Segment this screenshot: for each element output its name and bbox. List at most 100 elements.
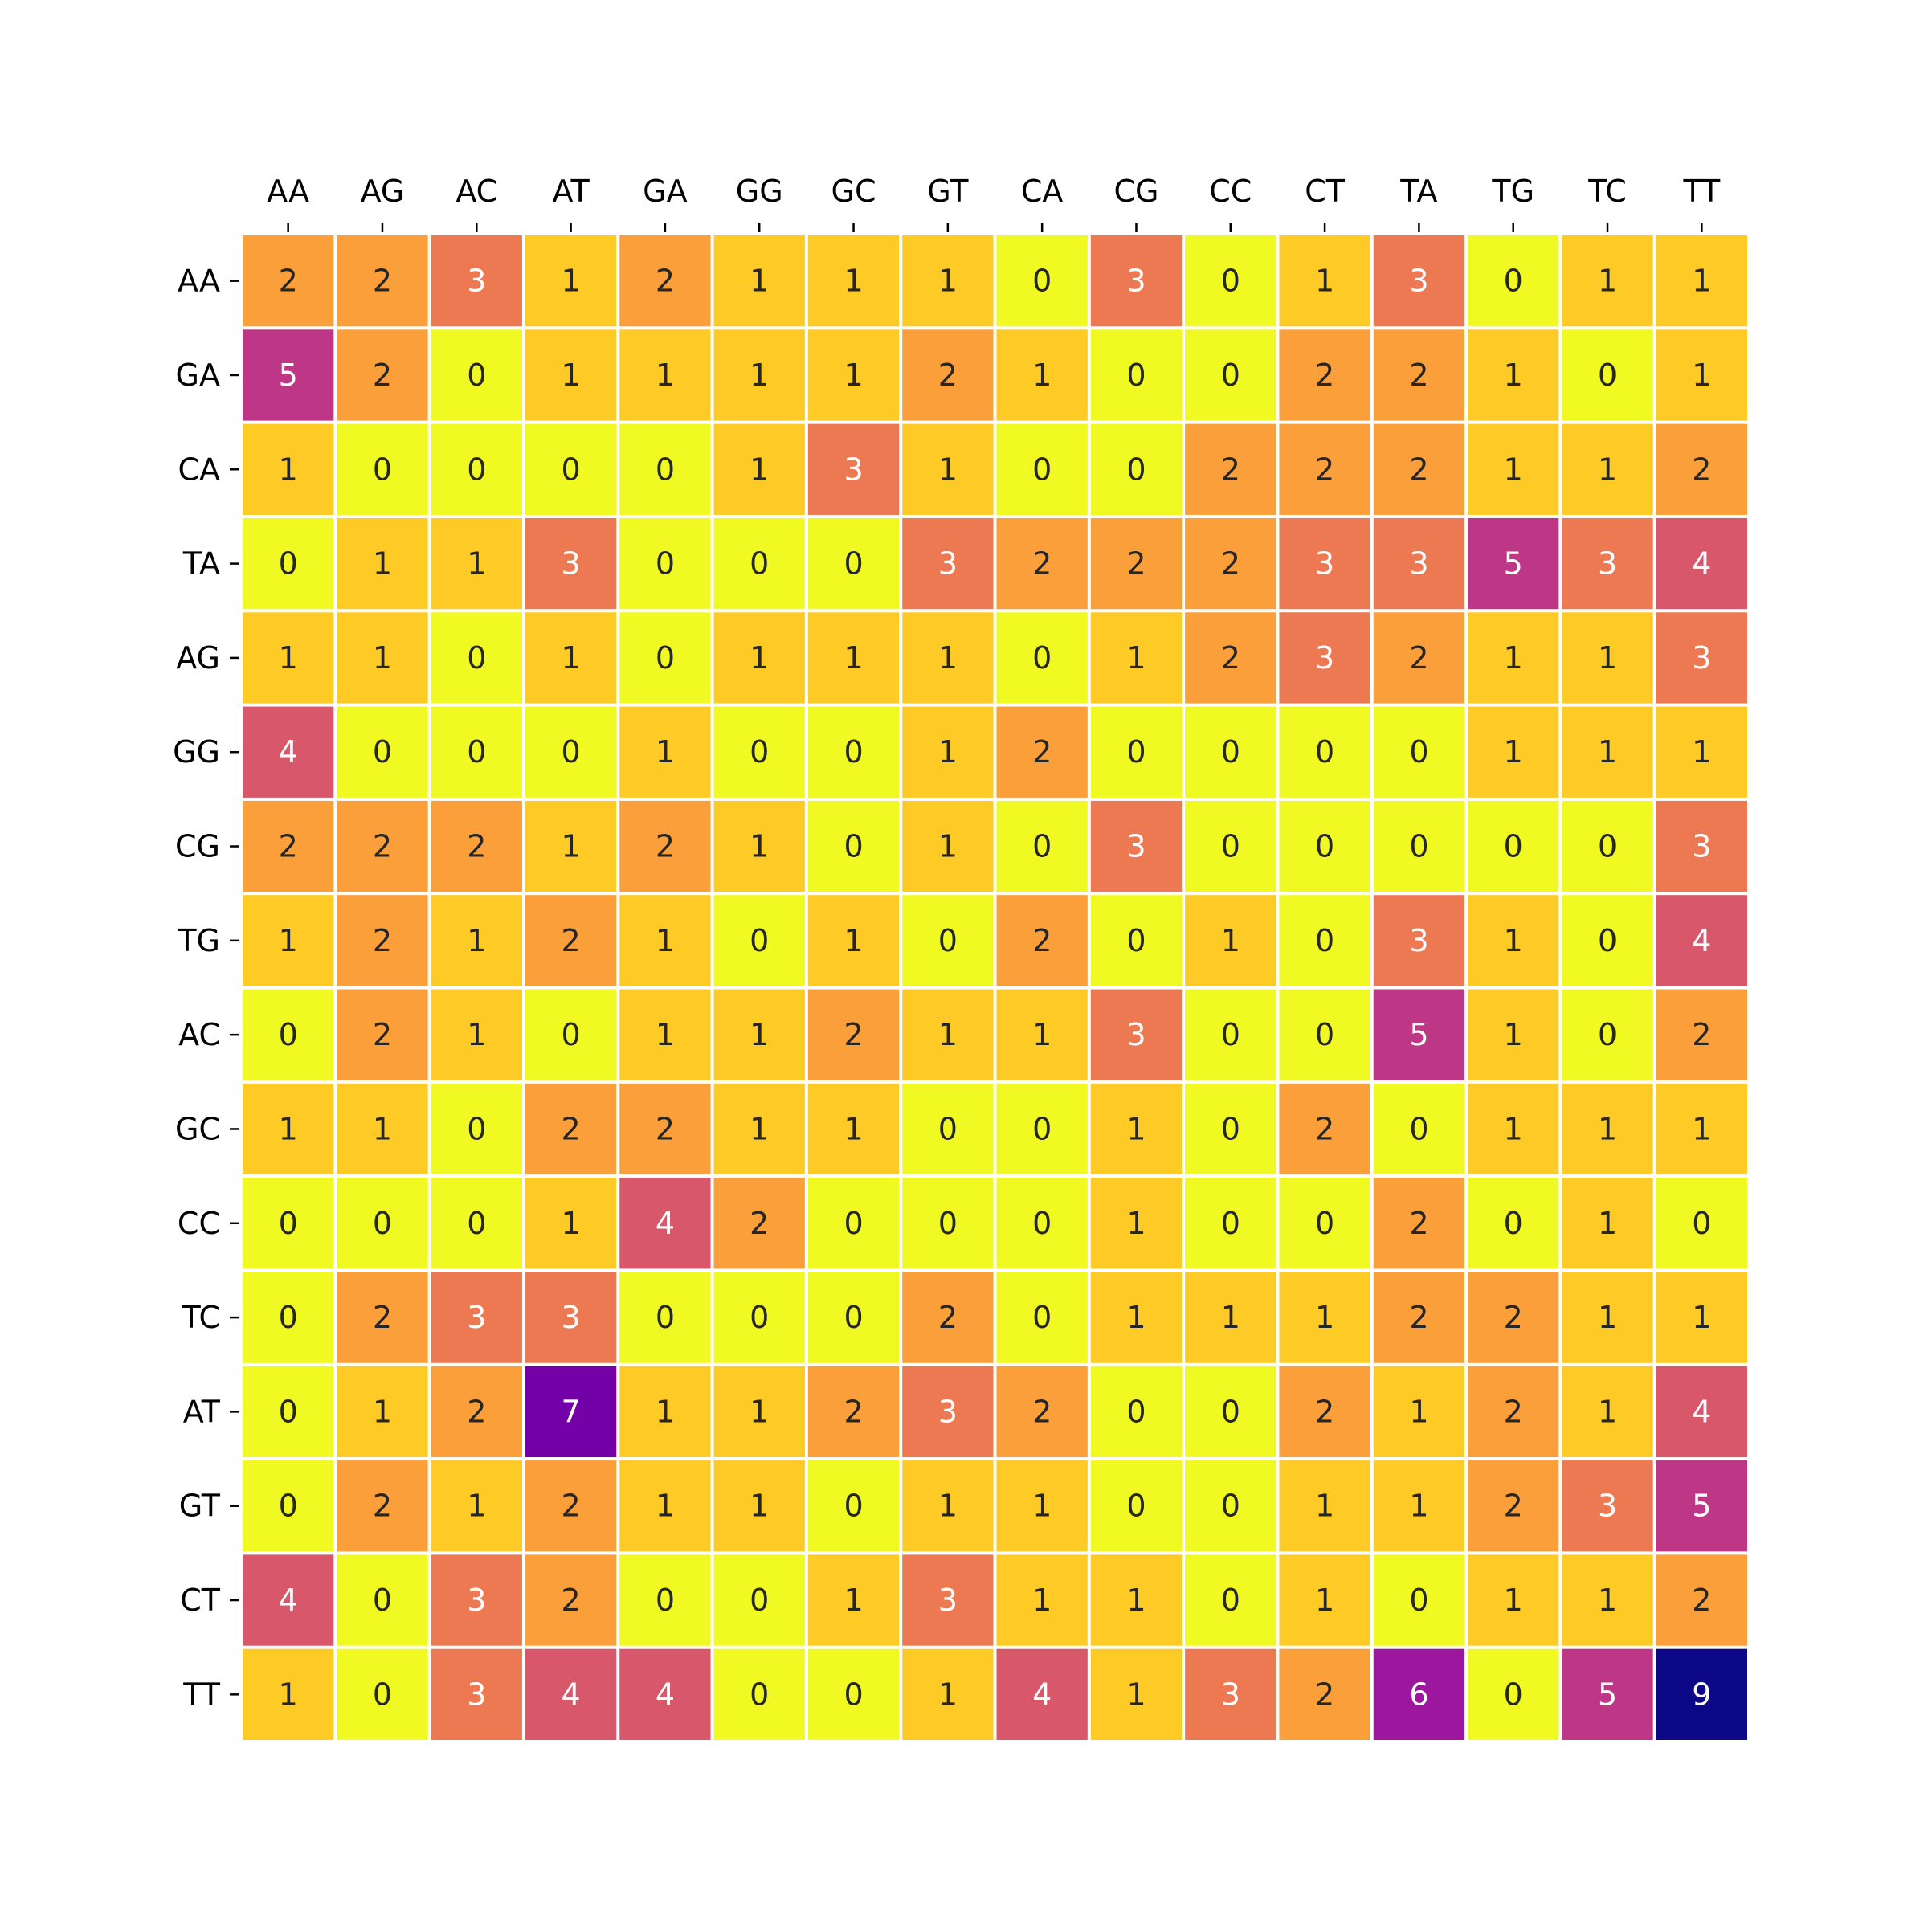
cell-value-label: 0 [1315, 923, 1334, 958]
cell-value-label: 0 [373, 1583, 392, 1618]
x-tick-label: AC [455, 174, 497, 209]
cell-value-label: 0 [750, 923, 769, 958]
cell-value-label: 2 [1504, 1300, 1523, 1335]
heatmap-cell [243, 895, 334, 986]
y-tick-label: AT [183, 1394, 221, 1429]
cell-value-label: 1 [1126, 640, 1146, 676]
cell-value-label: 0 [1409, 829, 1428, 864]
heatmap-cell [996, 706, 1088, 798]
heatmap-cell [807, 423, 900, 515]
cell-value-label: 2 [1692, 451, 1711, 487]
cell-value-label: 0 [467, 451, 486, 487]
heatmap-cell [713, 1083, 805, 1175]
heatmap-cell [619, 612, 711, 704]
cell-value-label: 0 [1221, 1017, 1240, 1052]
cell-value-label: 4 [1692, 1394, 1711, 1429]
cell-value-label: 1 [1126, 1206, 1146, 1241]
heatmap-cell [1279, 517, 1370, 610]
heatmap-cell [1468, 423, 1559, 515]
cell-value-label: 2 [656, 1111, 675, 1146]
heatmap-cell [525, 1083, 617, 1175]
cell-value-label: 0 [1598, 829, 1617, 864]
heatmap-cell [337, 329, 428, 421]
cell-value-label: 1 [1315, 1300, 1334, 1335]
heatmap-cell [619, 1272, 711, 1363]
heatmap-cell [807, 1083, 900, 1175]
cell-value-label: 0 [467, 1111, 486, 1146]
heatmap-cell [243, 989, 334, 1080]
heatmap-cell [1656, 612, 1747, 704]
heatmap-cell [1468, 612, 1559, 704]
heatmap-cell [431, 1648, 522, 1740]
heatmap-cell [619, 1460, 711, 1552]
cell-value-label: 3 [1692, 640, 1711, 676]
heatmap-cell [619, 235, 711, 327]
heatmap-cell [337, 706, 428, 798]
heatmap-cell [1373, 1272, 1465, 1363]
cell-value-label: 0 [1504, 263, 1523, 299]
heatmap-cell [525, 612, 617, 704]
cell-value-label: 1 [1315, 1583, 1334, 1618]
cell-value-label: 2 [562, 923, 581, 958]
cell-value-label: 0 [1126, 1489, 1146, 1524]
heatmap-cell [1468, 989, 1559, 1080]
cell-value-label: 1 [373, 1111, 392, 1146]
cell-value-label: 3 [938, 546, 958, 582]
cell-value-label: 2 [1409, 1300, 1428, 1335]
heatmap-cell [243, 1554, 334, 1646]
heatmap-cell [996, 1554, 1088, 1646]
cell-value-label: 1 [1221, 1300, 1240, 1335]
cell-value-label: 3 [1315, 546, 1334, 582]
heatmap-cell [243, 235, 334, 327]
cell-value-label: 1 [1504, 734, 1523, 770]
heatmap-cell [713, 612, 805, 704]
heatmap-cell [1373, 895, 1465, 986]
cell-value-label: 0 [1126, 451, 1146, 487]
cell-value-label: 4 [1692, 546, 1711, 582]
heatmap-cell [996, 800, 1088, 892]
cell-value-label: 1 [1692, 1300, 1711, 1335]
heatmap-cell [1373, 989, 1465, 1080]
cell-value-label: 2 [1692, 1017, 1711, 1052]
heatmap-cell [713, 706, 805, 798]
cell-value-label: 0 [467, 734, 486, 770]
x-axis: AA AG AC AT GA GG GC GT CA CG CC CT TA TG TC TT [267, 174, 1721, 232]
heatmap-cell [1373, 612, 1465, 704]
heatmap-cell [1185, 1083, 1276, 1175]
heatmap-cell [713, 1554, 805, 1646]
heatmap-cell [902, 1366, 994, 1458]
heatmap-cell [807, 235, 900, 327]
cell-value-label: 0 [750, 1583, 769, 1618]
heatmap-cell [1562, 235, 1653, 327]
heatmap-cell [1562, 612, 1653, 704]
y-tick-label: CC [178, 1206, 220, 1241]
heatmap-cell [713, 329, 805, 421]
cell-value-label: 0 [1315, 734, 1334, 770]
heatmap-cell [525, 989, 617, 1080]
heatmap-cell [1468, 1178, 1559, 1269]
cell-value-label: 0 [656, 1583, 675, 1618]
cell-value-label: 0 [1221, 829, 1240, 864]
cell-value-label: 0 [844, 1677, 863, 1712]
heatmap-cell [337, 517, 428, 610]
x-tick-label: CC [1209, 174, 1252, 209]
cell-value-label: 1 [373, 640, 392, 676]
cell-value-label: 0 [656, 1300, 675, 1335]
cell-value-label: 4 [1692, 923, 1711, 958]
heatmap-cell [1468, 1554, 1559, 1646]
cell-value-label: 2 [373, 923, 392, 958]
heatmap-cell [996, 1178, 1088, 1269]
cell-value-label: 0 [562, 1017, 581, 1052]
cell-value-label: 0 [1126, 357, 1146, 393]
x-tick-label: TA [1399, 174, 1437, 209]
heatmap-cell [1656, 329, 1747, 421]
cell-value-label: 2 [1315, 1677, 1334, 1712]
cell-value-label: 1 [656, 923, 675, 958]
cell-value-label: 2 [938, 1300, 958, 1335]
heatmap-cell [431, 1460, 522, 1552]
y-tick-label: AA [178, 263, 220, 299]
cell-value-label: 0 [562, 451, 581, 487]
x-tick-label: CA [1021, 174, 1064, 209]
heatmap-cell [1373, 1366, 1465, 1458]
cell-value-label: 1 [1032, 357, 1052, 393]
